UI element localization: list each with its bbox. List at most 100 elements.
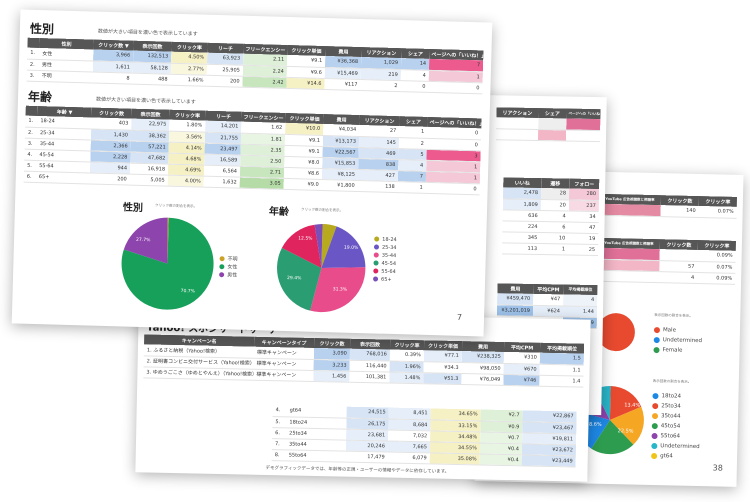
column-header: 平均掲載順位 [563,284,598,296]
middle-small-table: リアクション シェア ページへの「いいね！」 [496,107,601,142]
legend-label: 45to54 [660,423,681,430]
table-cell: 116,440 [349,359,390,372]
legend-label: Undetermined [662,337,703,345]
table-cell: 19 [568,232,599,245]
pie-label: 19.0% [344,245,359,251]
table-cell: ¥9.0 [283,177,322,190]
table-cell: 0.09% [697,271,736,284]
table-cell: 488 [132,72,171,85]
legend-dot-icon [652,402,659,409]
table-cell: 28 [540,188,570,200]
table-cell [659,249,698,261]
table-cell: 2.42 [242,75,287,88]
table-cell: 636 [502,209,541,222]
table-cell [597,269,660,283]
table-cell: 5. [272,416,287,428]
table-cell: ¥47 [533,293,564,306]
table-cell [496,128,539,140]
pie-slice-25to34 [609,386,642,421]
table-cell [538,117,567,130]
legend-label: Undetermined [660,443,700,451]
table-cell: 4. [272,405,287,417]
campaign-name: 証明書コンビニ交付サービス（Yahoo!検索） [152,358,254,367]
table-cell: ¥0.7 [480,431,523,444]
row-number: 5. [23,159,37,171]
campaign-name: ふるさと納税（Yahoo!検索） [153,347,221,355]
legend-dot-icon [373,268,379,274]
pie-slice-25-34 [321,226,366,268]
table-row: 113 1 25 [502,242,599,256]
table-cell [598,203,661,217]
table-cell: ¥459,470 [497,293,534,305]
table-cell: 0 [400,80,429,92]
pie-slice-35-44 [310,267,366,313]
legend-label: 55-64 [381,268,396,276]
gender-chart-title: 性別 [122,202,144,214]
age-chart-title: 年齢 [268,206,290,219]
table-cell: ¥0.4 [479,442,523,455]
row-label: 65+ [35,170,90,184]
table-cell: 2 [360,78,401,92]
legend-dot-icon [373,260,379,266]
page-number: 38 [712,463,723,473]
back-age-legend: 18to24 25to34 35to44 45to54 55to64 Undet… [651,391,701,462]
table-row: 4 0.09% [597,269,736,284]
table-cell: 768,016 [349,348,390,361]
column-header: クリック率 [389,339,425,351]
table-cell: 1 [540,243,569,255]
table-cell: 34 [568,210,599,223]
legend-dot-icon [651,442,658,449]
row-number: 2. [24,126,38,138]
table-cell: 140 [660,205,699,218]
back-gender-pie-note: 表示回数の割合を表示。 [654,313,693,318]
table-cell: 3.05 [239,176,284,189]
table-cell: 1.1 [539,363,584,376]
column-header: 平均CPM [533,283,564,295]
legend-label: 35to44 [660,413,681,420]
table-cell: 1,809 [502,198,541,211]
legend-label: 男性 [227,272,238,279]
row-number: 2. [26,58,40,71]
pie-label: 29.4% [287,275,302,281]
table-cell: ¥77.1 [423,350,462,363]
yahoo-age-table: 4. gt64 24,515 8,451 34.65% ¥2.7 ¥22,867 5. 18t… [271,405,577,467]
legend-dot-icon [219,256,225,262]
legend-label: 45-54 [381,260,397,268]
pie-label: 70.7% [181,288,196,294]
gender-pie-legend: 不明 女性 男性 [219,255,238,279]
table-cell [565,129,601,142]
legend-item: Female [653,345,702,356]
column-header: いいね [503,177,542,189]
legend-label: gt64 [660,453,673,460]
middle-table-a: いいね 遷移 フォロー 2,478 28 280 1,809 20 237 636 4 34… [502,177,600,256]
table-cell: 6. [272,427,287,439]
table-cell: ¥3,201,019 [496,304,534,316]
table-cell [496,117,539,129]
legend-dot-icon [651,422,658,429]
table-cell: 8. [271,449,286,461]
yahoo-campaign-table: キャンペーン名 キャンペーンタイプ クリック数 表示回数 クリック率 クリック単… [143,334,585,387]
legend-dot-icon [373,252,379,258]
gender-pie-chart: 27.7% 70.7% [121,217,214,310]
table-cell: 14 [400,58,430,70]
table-cell: 5 [398,148,427,160]
pie-label: 13.4% [624,402,640,408]
table-cell: 24,515 [346,406,389,419]
table-cell: 3,233 [313,358,350,371]
table-cell: ¥2.7 [480,409,523,422]
table-cell: ¥117 [324,77,361,90]
table-cell: 4 [398,159,427,171]
column-header: リアクション [496,107,539,118]
table-cell: ¥746 [503,373,540,386]
age-pie-legend: 18-24 25-34 35-44 45-54 55-64 65+ [373,235,397,284]
table-cell: 6 [540,221,569,233]
column-header: 遷移 [541,178,570,189]
pie-slice-55-64 [281,224,322,268]
table-cell: 55to64 [285,449,346,462]
table-cell: 7,665 [387,440,431,453]
table-cell: 7 [397,170,427,182]
legend-dot-icon [652,392,659,399]
table-cell: 4.00% [167,174,204,187]
table-cell: 23,681 [346,428,389,441]
table-cell: 1 [397,181,426,193]
